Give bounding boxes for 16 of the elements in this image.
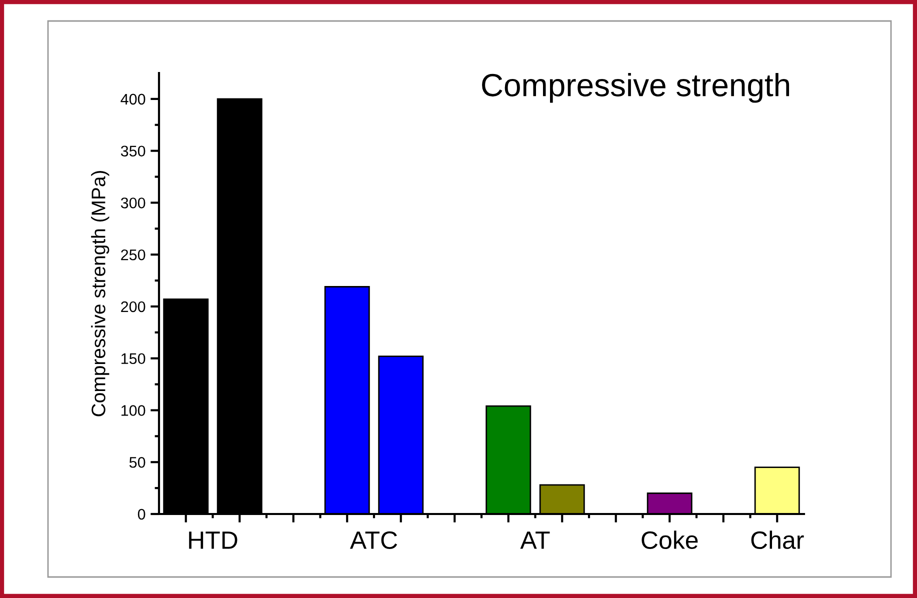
x-tick-label: Coke (642, 530, 698, 550)
y-tick-label: 300 (120, 198, 146, 208)
y-tick-label: 150 (121, 353, 146, 364)
x-tick-label: AT (520, 532, 550, 549)
y-tick-label: 400 (120, 94, 146, 105)
y-tick-label: 250 (121, 249, 146, 260)
x-tick-label: Char (751, 530, 804, 550)
chart-title: Compressive strength (482, 73, 790, 103)
y-tick-label: 350 (120, 146, 146, 157)
x-tick-label: ATC (350, 531, 398, 550)
x-tick-label: HTD (189, 532, 238, 549)
y-axis-title: Compressive strength (MPa) (91, 170, 110, 416)
y-tick-label: 100 (121, 405, 146, 416)
y-tick-label: 0 (138, 508, 146, 520)
y-tick-label: 50 (129, 456, 146, 468)
y-tick-label: 200 (121, 301, 146, 312)
